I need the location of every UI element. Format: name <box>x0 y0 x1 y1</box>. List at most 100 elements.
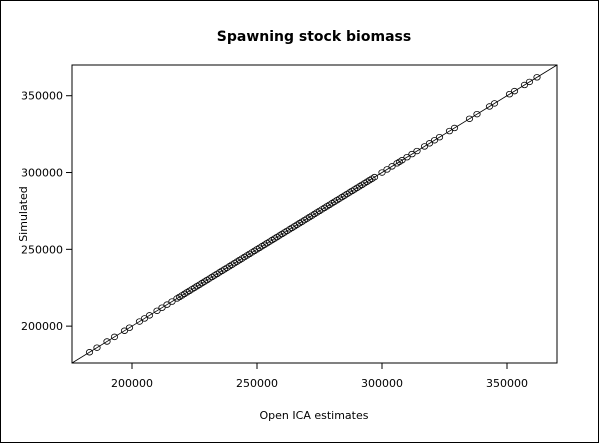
data-point <box>140 315 149 322</box>
data-point <box>215 269 224 276</box>
data-point <box>505 90 514 98</box>
data-point <box>110 333 119 341</box>
data-point <box>413 147 421 155</box>
data-point <box>378 169 386 176</box>
data-point <box>280 229 289 236</box>
data-point <box>445 127 454 135</box>
data-point <box>473 110 481 118</box>
data-point <box>313 209 321 216</box>
data-point <box>265 238 274 245</box>
data-point <box>283 227 291 235</box>
data-point <box>193 282 201 290</box>
data-point <box>248 249 256 256</box>
data-point <box>268 236 276 244</box>
data-point <box>158 304 166 311</box>
data-point <box>198 279 206 287</box>
data-point <box>490 100 499 107</box>
data-point <box>348 187 356 195</box>
data-point <box>258 243 266 250</box>
data-point <box>398 157 406 164</box>
data-point <box>178 292 186 299</box>
data-point <box>343 190 351 198</box>
data-points <box>85 74 541 356</box>
data-point <box>250 247 259 255</box>
data-point <box>485 103 494 110</box>
data-point <box>205 275 214 282</box>
data-point <box>120 327 129 334</box>
data-point <box>125 324 134 331</box>
data-point <box>393 160 401 167</box>
data-point <box>510 87 519 95</box>
data-point <box>213 270 221 278</box>
x-axis: 200000 250000 300000 350000 <box>111 362 528 390</box>
data-point <box>153 307 161 314</box>
data-point <box>145 312 154 319</box>
data-point <box>263 239 271 247</box>
data-point <box>253 246 261 253</box>
data-point <box>310 210 319 218</box>
y-tick-label: 350000 <box>21 90 63 103</box>
x-tick-label: 250000 <box>236 377 278 390</box>
data-point <box>290 223 299 230</box>
data-point <box>190 284 199 291</box>
data-point <box>273 233 281 241</box>
data-point <box>238 255 246 262</box>
data-point <box>278 230 286 238</box>
data-point <box>335 195 344 202</box>
data-point <box>173 295 181 302</box>
data-point <box>340 192 349 199</box>
data-point <box>388 163 396 170</box>
data-point <box>188 286 196 293</box>
y-tick-label: 250000 <box>21 243 63 256</box>
data-point <box>338 193 346 201</box>
data-point <box>305 213 314 221</box>
x-tick-label: 200000 <box>111 377 153 390</box>
data-point <box>420 143 429 150</box>
data-point <box>360 180 369 187</box>
data-point <box>323 203 331 210</box>
data-point <box>85 349 94 356</box>
data-point <box>383 166 391 173</box>
data-point <box>285 226 294 233</box>
data-point <box>308 212 316 219</box>
data-point <box>325 201 334 208</box>
data-point <box>430 137 439 144</box>
data-point <box>245 250 254 258</box>
data-point <box>243 252 251 259</box>
data-point <box>220 266 229 273</box>
data-point <box>223 264 231 271</box>
data-point <box>533 74 541 81</box>
data-point <box>333 196 341 204</box>
data-point <box>425 140 434 147</box>
x-axis-label: Open ICA estimates <box>260 409 369 422</box>
y-axis-label: Simulated <box>17 186 30 242</box>
data-point <box>345 189 354 196</box>
data-point <box>260 241 269 248</box>
data-point <box>200 278 209 285</box>
data-point <box>303 215 311 222</box>
data-point <box>195 281 204 288</box>
data-point <box>233 258 241 265</box>
data-point <box>180 290 189 298</box>
data-point <box>103 338 111 345</box>
data-point <box>295 220 304 227</box>
y-tick-label: 300000 <box>21 167 63 180</box>
data-point <box>450 124 459 132</box>
chart-title: Spawning stock biomass <box>217 29 411 45</box>
data-point <box>403 153 411 161</box>
data-point <box>358 181 366 189</box>
data-point <box>210 272 219 279</box>
data-point <box>235 256 244 264</box>
data-point <box>203 276 211 284</box>
data-point <box>315 207 324 215</box>
y-tick-label: 200000 <box>21 320 63 333</box>
data-point <box>163 301 171 308</box>
data-point <box>275 232 284 239</box>
data-point <box>298 218 306 225</box>
data-point <box>328 200 336 207</box>
data-point <box>395 158 404 165</box>
data-point <box>255 244 264 251</box>
data-point <box>208 273 216 281</box>
